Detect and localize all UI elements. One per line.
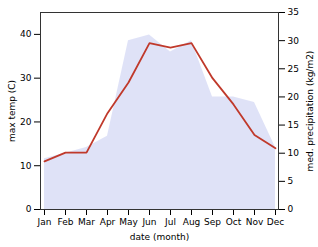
svg-text:20: 20 bbox=[288, 92, 300, 102]
svg-text:May: May bbox=[119, 217, 138, 227]
svg-text:35: 35 bbox=[288, 7, 299, 17]
svg-text:30: 30 bbox=[288, 36, 300, 46]
svg-text:20: 20 bbox=[20, 117, 32, 127]
svg-text:15: 15 bbox=[288, 120, 299, 130]
svg-text:Sep: Sep bbox=[204, 217, 221, 227]
svg-text:date (month): date (month) bbox=[130, 232, 189, 242]
svg-text:10: 10 bbox=[288, 148, 300, 158]
svg-text:30: 30 bbox=[20, 73, 32, 83]
svg-text:0: 0 bbox=[26, 204, 32, 214]
svg-text:med. precipitation (kg/m2): med. precipitation (kg/m2) bbox=[305, 51, 315, 172]
svg-text:10: 10 bbox=[20, 161, 32, 171]
svg-text:40: 40 bbox=[20, 29, 32, 39]
svg-text:0: 0 bbox=[288, 204, 294, 214]
svg-text:Feb: Feb bbox=[58, 217, 74, 227]
svg-text:Aug: Aug bbox=[183, 217, 201, 227]
svg-text:Nov: Nov bbox=[246, 217, 264, 227]
svg-text:5: 5 bbox=[288, 176, 294, 186]
svg-text:25: 25 bbox=[288, 64, 299, 74]
svg-text:Mar: Mar bbox=[78, 217, 95, 227]
svg-text:Jan: Jan bbox=[37, 217, 52, 227]
svg-text:max temp (C): max temp (C) bbox=[7, 80, 17, 142]
svg-text:Dec: Dec bbox=[267, 217, 284, 227]
svg-text:Jun: Jun bbox=[141, 217, 156, 227]
svg-text:Jul: Jul bbox=[164, 217, 176, 227]
svg-text:Apr: Apr bbox=[100, 217, 116, 227]
svg-text:Oct: Oct bbox=[226, 217, 242, 227]
